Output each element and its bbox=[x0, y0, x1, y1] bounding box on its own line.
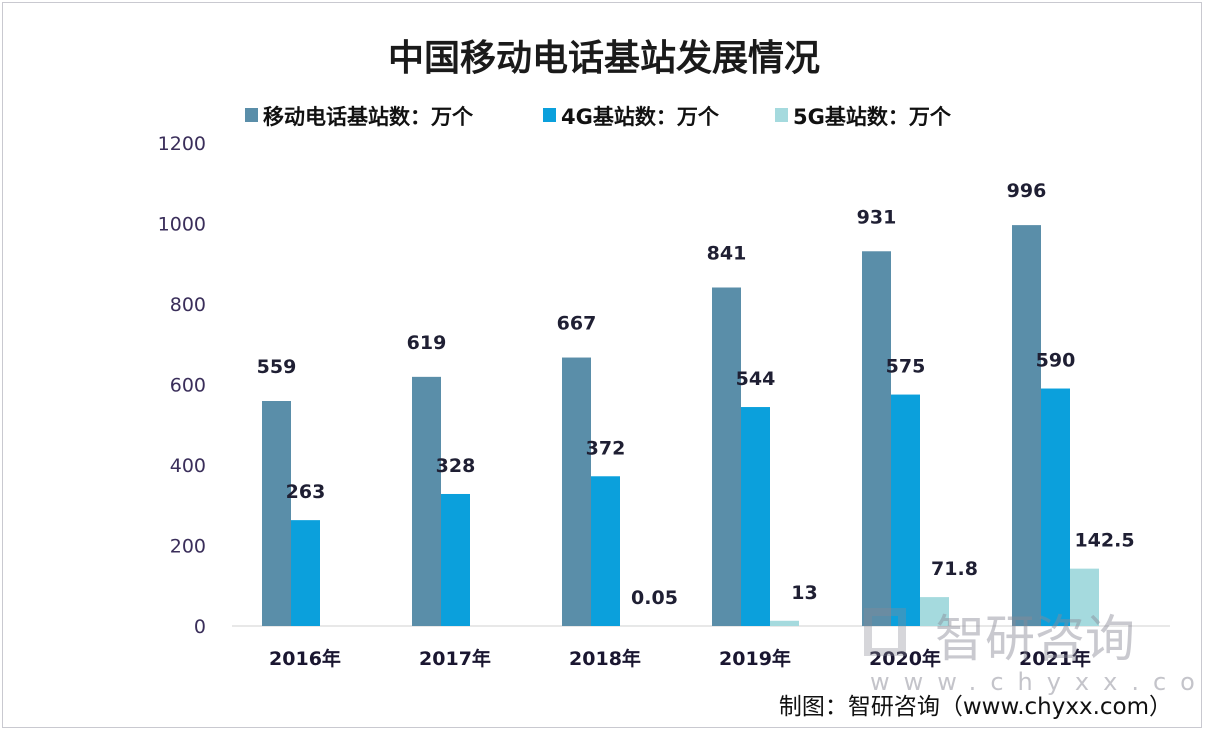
bar bbox=[441, 493, 470, 626]
x-tick-label: 2017年 bbox=[419, 647, 491, 670]
bar bbox=[262, 401, 291, 626]
bar bbox=[1012, 225, 1041, 627]
data-label: 996 bbox=[1007, 180, 1047, 202]
bar bbox=[862, 251, 891, 626]
data-label: 71.8 bbox=[931, 558, 978, 580]
bar bbox=[770, 620, 799, 626]
watermark-url: www.chyxx.com bbox=[870, 668, 1208, 696]
data-label: 142.5 bbox=[1074, 530, 1134, 552]
data-label: 575 bbox=[886, 356, 926, 378]
y-axis: 0 200 400 600 800 1000 1200 bbox=[158, 133, 206, 638]
x-tick-label: 2019年 bbox=[719, 647, 791, 670]
data-label: 590 bbox=[1036, 350, 1076, 372]
y-tick-label: 1200 bbox=[158, 133, 206, 155]
data-label: 328 bbox=[436, 455, 476, 477]
bars bbox=[262, 225, 1099, 627]
y-tick-label: 600 bbox=[170, 375, 206, 397]
y-tick-label: 800 bbox=[170, 294, 206, 316]
x-tick-label: 2016年 bbox=[269, 647, 341, 670]
x-tick-label: 2020年 bbox=[869, 647, 941, 670]
data-label: 931 bbox=[857, 206, 897, 228]
x-tick-label: 2018年 bbox=[569, 647, 641, 670]
bar bbox=[412, 376, 441, 626]
legend-swatch bbox=[245, 108, 258, 122]
data-label: 559 bbox=[257, 356, 297, 378]
data-label: 0.05 bbox=[631, 587, 678, 609]
bar bbox=[562, 357, 591, 626]
data-label: 667 bbox=[557, 313, 597, 335]
bar bbox=[741, 407, 770, 626]
legend-label: 4G基站数：万个 bbox=[561, 105, 720, 129]
y-tick-label: 1000 bbox=[158, 214, 206, 236]
watermark-text: 智研咨询 bbox=[935, 610, 1135, 668]
bar bbox=[591, 476, 620, 626]
chart-title: 中国移动电话基站发展情况 bbox=[388, 37, 820, 79]
x-tick-label: 2021年 bbox=[1019, 647, 1091, 670]
bar bbox=[891, 394, 920, 626]
data-label: 263 bbox=[286, 481, 326, 503]
bar bbox=[920, 597, 949, 626]
data-label: 372 bbox=[586, 437, 626, 459]
legend-swatch bbox=[543, 108, 556, 122]
data-labels: 559 263 619 328 667 372 0.05 841 544 13 931 575 71.8… bbox=[257, 180, 1135, 609]
y-tick-label: 0 bbox=[194, 616, 206, 638]
bar bbox=[291, 520, 320, 626]
data-label: 13 bbox=[791, 582, 817, 604]
x-axis: 2016年 2017年 2018年 2019年 2020年 2021年 bbox=[269, 647, 1091, 670]
bar bbox=[712, 287, 741, 626]
source-note: 制图：智研咨询（www.chyxx.com） bbox=[779, 694, 1172, 720]
bar bbox=[1041, 388, 1070, 626]
bar bbox=[1070, 568, 1099, 626]
watermark-logo-icon bbox=[864, 608, 906, 656]
y-tick-label: 200 bbox=[170, 536, 206, 558]
data-label: 544 bbox=[736, 368, 776, 390]
data-label: 841 bbox=[707, 242, 747, 264]
legend-swatch bbox=[775, 108, 788, 122]
y-tick-label: 400 bbox=[170, 455, 206, 477]
data-label: 619 bbox=[407, 332, 447, 354]
legend-label: 5G基站数：万个 bbox=[793, 105, 952, 129]
legend: 移动电话基站数：万个 4G基站数：万个 5G基站数：万个 bbox=[245, 105, 952, 129]
watermark: 智研咨询 www.chyxx.com bbox=[864, 608, 1208, 696]
legend-label: 移动电话基站数：万个 bbox=[263, 105, 474, 129]
